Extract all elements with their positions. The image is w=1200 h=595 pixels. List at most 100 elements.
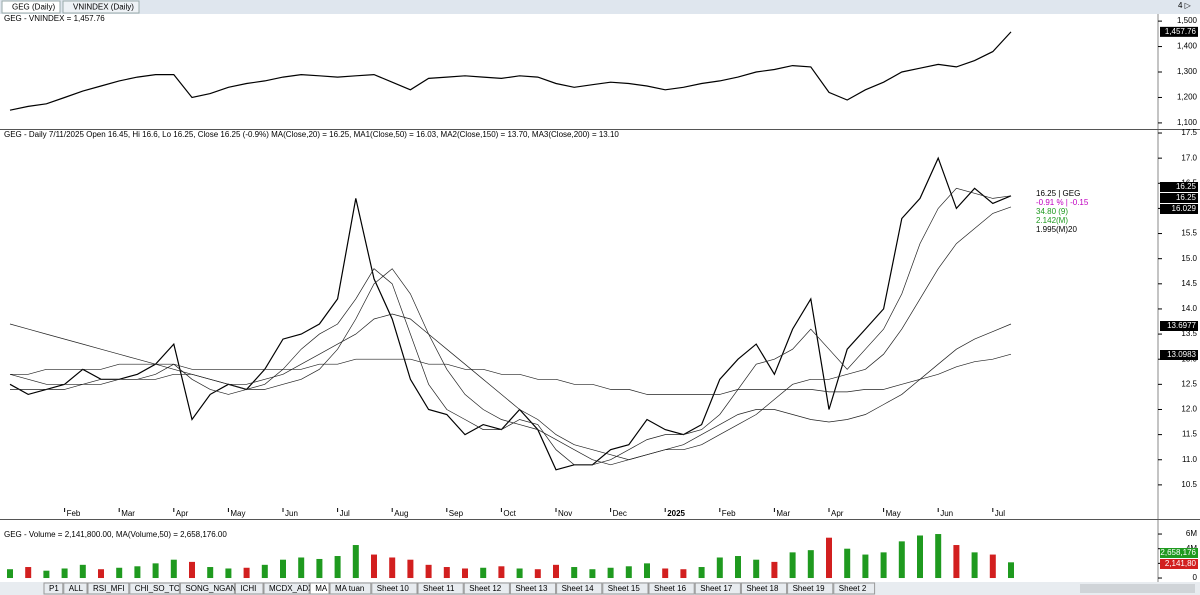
sheet-tab-label[interactable]: Sheet 19 [793,584,826,593]
right-value-box [1160,182,1198,192]
sheet-tab[interactable]: CHI_SO_TC [129,582,180,595]
doc-tab[interactable]: GEG (Daily) [1,0,61,14]
sheet-tab-label[interactable]: ICHI [240,584,256,593]
sheet-tab-bg [463,582,510,595]
sheet-tab[interactable]: Sheet 14 [556,582,603,595]
sheet-tab[interactable]: MA [309,582,330,595]
doc-tab-bar [0,0,1200,14]
ma-line [9,313,1012,461]
pane-title: GEG - Daily 7/11/2025 Open 16.45, Hi 16.… [4,130,619,139]
volume-bar [1008,562,1014,579]
x-tick-label: Oct [503,509,516,518]
sheet-tab-label[interactable]: P1 [49,584,59,593]
volume-bar [989,554,996,579]
price-line [9,31,1012,111]
sheet-tab[interactable]: Sheet 15 [602,582,649,595]
sheet-tab-bg [329,582,372,595]
price-line [9,156,1012,471]
y-tick-label: 1,400 [1177,42,1198,51]
sheet-tab-label[interactable]: Sheet 16 [654,584,687,593]
volume-bar [352,545,359,579]
volume-bar [971,552,978,579]
volume-bar [516,568,523,579]
sheet-tab-label[interactable]: Sheet 12 [469,584,502,593]
sheet-tab[interactable]: Sheet 17 [694,582,741,595]
volume-bar [407,559,414,579]
x-tick-label: Feb [722,509,736,518]
sheet-tab-label[interactable]: ALL [69,584,84,593]
sheet-tab-label[interactable]: Sheet 17 [700,584,733,593]
volume-bar [935,534,942,579]
sheet-tab[interactable]: SONG_NGANH [179,582,243,595]
volume-bar [462,568,468,579]
volume-bar [589,569,596,579]
sheet-tab[interactable]: Sheet 2 [833,582,876,595]
sheet-tab[interactable]: Sheet 12 [463,582,510,595]
sheet-tab[interactable]: P1 [43,582,64,595]
ma-line [9,206,1012,466]
volume-bar [316,558,323,579]
sheet-tab[interactable]: MA tuan [329,582,372,595]
sheet-tab[interactable]: RSI_MFI [87,582,130,595]
y-tick-label: 12.5 [1181,379,1197,388]
volume-bar [880,552,887,579]
x-tick-label: May [230,509,245,518]
sheet-tab-label[interactable]: Sheet 11 [423,584,455,593]
sheet-tab-label[interactable]: Sheet 18 [746,584,779,593]
sheet-tab[interactable]: Sheet 18 [740,582,788,595]
x-tick-label: Jun [285,509,298,518]
sheet-tab-label[interactable]: Sheet 15 [608,584,641,593]
window-controls[interactable]: 4 ▷ [1178,1,1192,10]
sheet-tab-bg [234,582,264,595]
sheet-tab[interactable]: Sheet 19 [787,582,834,595]
volume-bar [698,567,705,579]
sheet-tab-label[interactable]: MA tuan [335,584,364,593]
sheet-tab[interactable]: Sheet 10 [371,582,418,595]
sheet-tab-label[interactable]: RSI_MFI [93,584,125,593]
x-tick-label: Jun [940,509,953,518]
sheet-tab-label[interactable]: Sheet 13 [515,584,548,593]
volume-bar [225,568,232,579]
ma-line [10,187,1012,466]
volume-bar [644,563,650,579]
volume-bar [553,564,559,579]
x-tick-label: Mar [121,509,135,518]
y-tick-label: 15.0 [1181,254,1197,263]
right-value-label: 13.0983 [1167,350,1196,359]
doc-tab-label[interactable]: GEG (Daily) [12,3,55,12]
sheet-tab-label[interactable]: Sheet 14 [562,584,595,593]
sheet-tab-label[interactable]: MCDX_ADX [269,584,314,593]
volume-bar [716,557,723,579]
sheet-tab[interactable]: Sheet 13 [509,582,557,595]
sheet-tab-bg [43,582,64,595]
y-tick-label: 1,300 [1177,67,1198,76]
sheet-tab-bg [787,582,834,595]
sheet-tab[interactable]: Sheet 16 [648,582,695,595]
right-value-box [1160,350,1198,360]
last-value-box [1160,26,1198,37]
sheet-tab-bg [263,582,310,595]
annotation: 1.995(M)20 [1036,225,1077,234]
doc-tab-label[interactable]: VNINDEX (Daily) [73,3,134,12]
volume-bar [425,564,432,579]
sheet-tab[interactable]: ALL [63,582,88,595]
sheet-tab-label[interactable]: Sheet 2 [839,584,867,593]
sheet-tab[interactable]: Sheet 11 [417,582,464,595]
y-tick-label: 11.0 [1182,455,1198,464]
doc-tab[interactable]: VNINDEX (Daily) [62,0,140,14]
y-tick-label: 6M [1186,529,1197,538]
sheet-tab-bg [833,582,876,595]
sheet-tab-label[interactable]: CHI_SO_TC [135,584,180,593]
right-value-label: 16.029 [1172,204,1197,213]
annotation: 34.80 (9) [1036,207,1068,216]
sheet-tab[interactable]: MCDX_ADX [263,582,314,595]
sheet-tab[interactable]: ICHI [234,582,264,595]
y-tick-label: 1,100 [1177,118,1198,127]
sheet-tab-label[interactable]: SONG_NGANH [185,584,242,593]
right-value-box [1160,193,1198,203]
sheet-tab-label[interactable]: MA [315,584,328,593]
volume-bar [807,550,814,579]
sheet-tab-label[interactable]: Sheet 10 [377,584,410,593]
y-tick-label: 14.0 [1181,304,1197,313]
scrollbar[interactable] [1080,584,1195,593]
